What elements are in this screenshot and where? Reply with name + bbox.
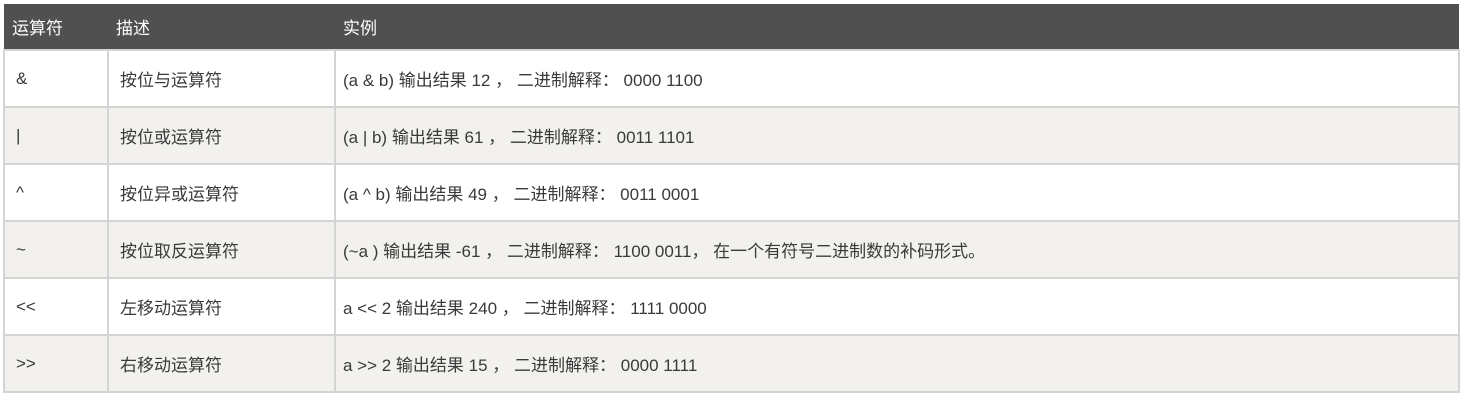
operator-cell: ~ xyxy=(3,220,109,279)
header-row: 运算符 描述 实例 xyxy=(4,4,1459,50)
example-cell: (a & b) 输出结果 12 ， 二进制解释： 0000 1100 xyxy=(334,49,1460,108)
operator-cell: << xyxy=(3,277,109,336)
operator-cell: & xyxy=(3,49,109,108)
description-cell: 按位取反运算符 xyxy=(107,220,336,279)
table-row: | 按位或运算符 (a | b) 输出结果 61 ， 二进制解释： 0011 1… xyxy=(3,106,1460,165)
table-row: & 按位与运算符 (a & b) 输出结果 12 ， 二进制解释： 0000 1… xyxy=(3,49,1460,108)
table-row: >> 右移动运算符 a >> 2 输出结果 15 ， 二进制解释： 0000 1… xyxy=(3,334,1460,393)
description-cell: 右移动运算符 xyxy=(107,334,336,393)
example-cell: (a ^ b) 输出结果 49 ， 二进制解释： 0011 0001 xyxy=(334,163,1460,222)
description-cell: 按位与运算符 xyxy=(107,49,336,108)
operator-cell: | xyxy=(3,106,109,165)
example-cell: (~a ) 输出结果 -61 ， 二进制解释： 1100 0011， 在一个有符… xyxy=(334,220,1460,279)
column-header-description: 描述 xyxy=(108,4,335,50)
column-header-operator: 运算符 xyxy=(4,4,108,50)
table-body: & 按位与运算符 (a & b) 输出结果 12 ， 二进制解释： 0000 1… xyxy=(3,49,1460,393)
example-cell: a >> 2 输出结果 15 ， 二进制解释： 0000 1111 xyxy=(334,334,1460,393)
table-header: 运算符 描述 实例 xyxy=(4,4,1459,50)
column-header-example: 实例 xyxy=(335,4,1459,50)
description-cell: 按位异或运算符 xyxy=(107,163,336,222)
description-cell: 左移动运算符 xyxy=(107,277,336,336)
table-row: << 左移动运算符 a << 2 输出结果 240 ， 二进制解释： 1111 … xyxy=(3,277,1460,336)
operator-cell: >> xyxy=(3,334,109,393)
operator-cell: ^ xyxy=(3,163,109,222)
example-cell: (a | b) 输出结果 61 ， 二进制解释： 0011 1101 xyxy=(334,106,1460,165)
example-cell: a << 2 输出结果 240 ， 二进制解释： 1111 0000 xyxy=(334,277,1460,336)
table-row: ^ 按位异或运算符 (a ^ b) 输出结果 49 ， 二进制解释： 0011 … xyxy=(3,163,1460,222)
table-container: 运算符 描述 实例 & 按位与运算符 (a & b) 输出结果 12 ， 二进制… xyxy=(3,4,1460,393)
table-row: ~ 按位取反运算符 (~a ) 输出结果 -61 ， 二进制解释： 1100 0… xyxy=(3,220,1460,279)
description-cell: 按位或运算符 xyxy=(107,106,336,165)
bitwise-operators-table: 运算符 描述 实例 & 按位与运算符 (a & b) 输出结果 12 ， 二进制… xyxy=(3,4,1460,393)
